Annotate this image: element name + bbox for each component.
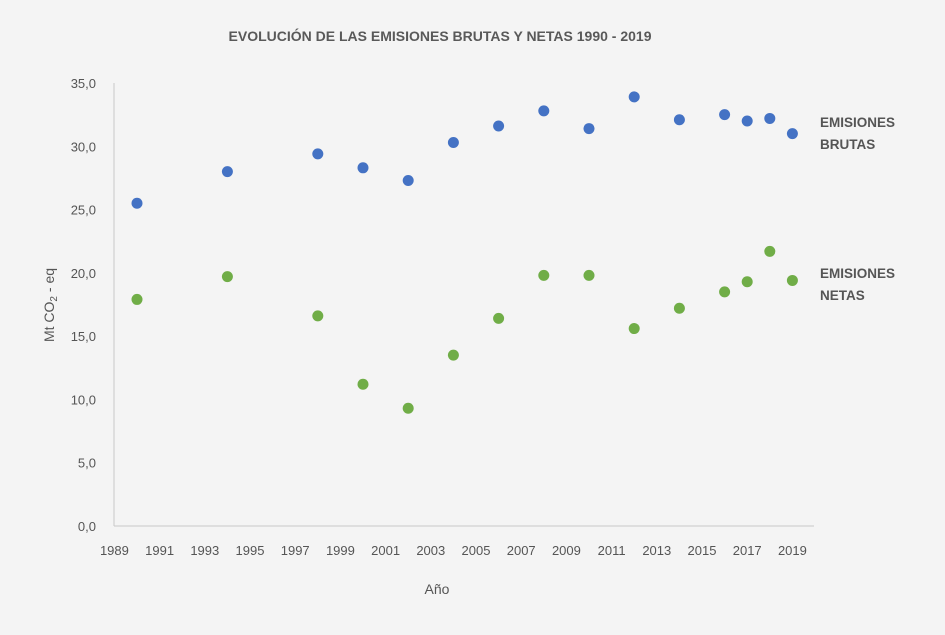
point-netas-2016	[719, 286, 731, 298]
point-brutas-2016	[719, 109, 731, 121]
x-tick-label: 2005	[462, 543, 491, 558]
x-tick-label: 2015	[688, 543, 717, 558]
y-tick-label: 35,0	[71, 76, 96, 91]
point-netas-1998	[312, 310, 324, 322]
point-brutas-1990	[131, 197, 143, 209]
y-tick-labels: 0,0 5,0 10,0 15,0 20,0 25,0 30,0 35,0	[71, 76, 96, 534]
point-netas-2006	[493, 312, 505, 324]
point-brutas-2002	[402, 174, 414, 186]
y-tick-label: 20,0	[71, 266, 96, 281]
point-brutas-1998	[312, 148, 324, 160]
point-netas-2017	[741, 276, 753, 288]
point-netas-2010	[583, 269, 595, 281]
point-netas-2012	[628, 323, 640, 335]
chart-title: EVOLUCIÓN DE LAS EMISIONES BRUTAS Y NETA…	[229, 27, 652, 44]
point-netas-2019	[786, 274, 798, 286]
x-tick-label: 1999	[326, 543, 355, 558]
point-brutas-2008	[538, 105, 550, 117]
legend-brutas: EMISIONES BRUTAS	[820, 115, 895, 152]
y-tick-label: 0,0	[78, 519, 96, 534]
x-tick-label: 2009	[552, 543, 581, 558]
point-brutas-2017	[741, 115, 753, 127]
point-netas-2018	[764, 245, 776, 257]
legend-netas: EMISIONES NETAS	[820, 266, 895, 303]
y-tick-label: 10,0	[71, 392, 96, 407]
y-axis-label-tail: - eq	[41, 268, 57, 296]
y-tick-label: 5,0	[78, 456, 96, 471]
point-brutas-2012	[628, 91, 640, 103]
x-tick-label: 2011	[598, 543, 626, 558]
x-tick-label: 2007	[507, 543, 536, 558]
x-tick-label: 2013	[642, 543, 671, 558]
data-points	[131, 91, 798, 414]
x-axis-label: Año	[425, 581, 450, 597]
point-netas-1994	[221, 271, 233, 283]
point-brutas-1994	[221, 166, 233, 178]
x-tick-label: 2003	[416, 543, 445, 558]
x-tick-label: 1997	[281, 543, 310, 558]
legend-netas-line2: NETAS	[820, 288, 865, 303]
legend-netas-line1: EMISIONES	[820, 266, 895, 281]
y-tick-label: 15,0	[71, 329, 96, 344]
point-brutas-2014	[673, 114, 685, 126]
y-axis-label: Mt CO2 - eq	[41, 268, 60, 342]
point-netas-2008	[538, 269, 550, 281]
y-tick-label: 30,0	[71, 139, 96, 154]
point-netas-2000	[357, 378, 369, 390]
x-tick-label: 2019	[778, 543, 807, 558]
point-netas-2002	[402, 402, 414, 414]
point-netas-1990	[131, 293, 143, 305]
x-tick-label: 1995	[236, 543, 265, 558]
point-brutas-2019	[786, 128, 798, 140]
x-tick-label: 1989	[100, 543, 129, 558]
point-brutas-2004	[447, 136, 459, 148]
y-axis-label-main: Mt CO	[41, 301, 57, 342]
point-brutas-2010	[583, 123, 595, 135]
point-brutas-2018	[764, 112, 776, 124]
x-tick-label: 2017	[733, 543, 762, 558]
y-tick-label: 25,0	[71, 203, 96, 218]
legend-brutas-line2: BRUTAS	[820, 137, 875, 152]
x-tick-label: 2001	[371, 543, 400, 558]
point-brutas-2006	[493, 120, 505, 132]
point-brutas-2000	[357, 162, 369, 174]
legend-brutas-line1: EMISIONES	[820, 115, 895, 130]
x-tick-labels: 1989 1991 1993 1995 1997 1999 2001 2003 2005 2007…	[100, 543, 807, 558]
x-tick-label: 1993	[190, 543, 219, 558]
point-netas-2004	[447, 349, 459, 361]
x-tick-label: 1991	[145, 543, 174, 558]
point-netas-2014	[673, 302, 685, 314]
y-axis-label-subscript: 2	[49, 296, 60, 302]
